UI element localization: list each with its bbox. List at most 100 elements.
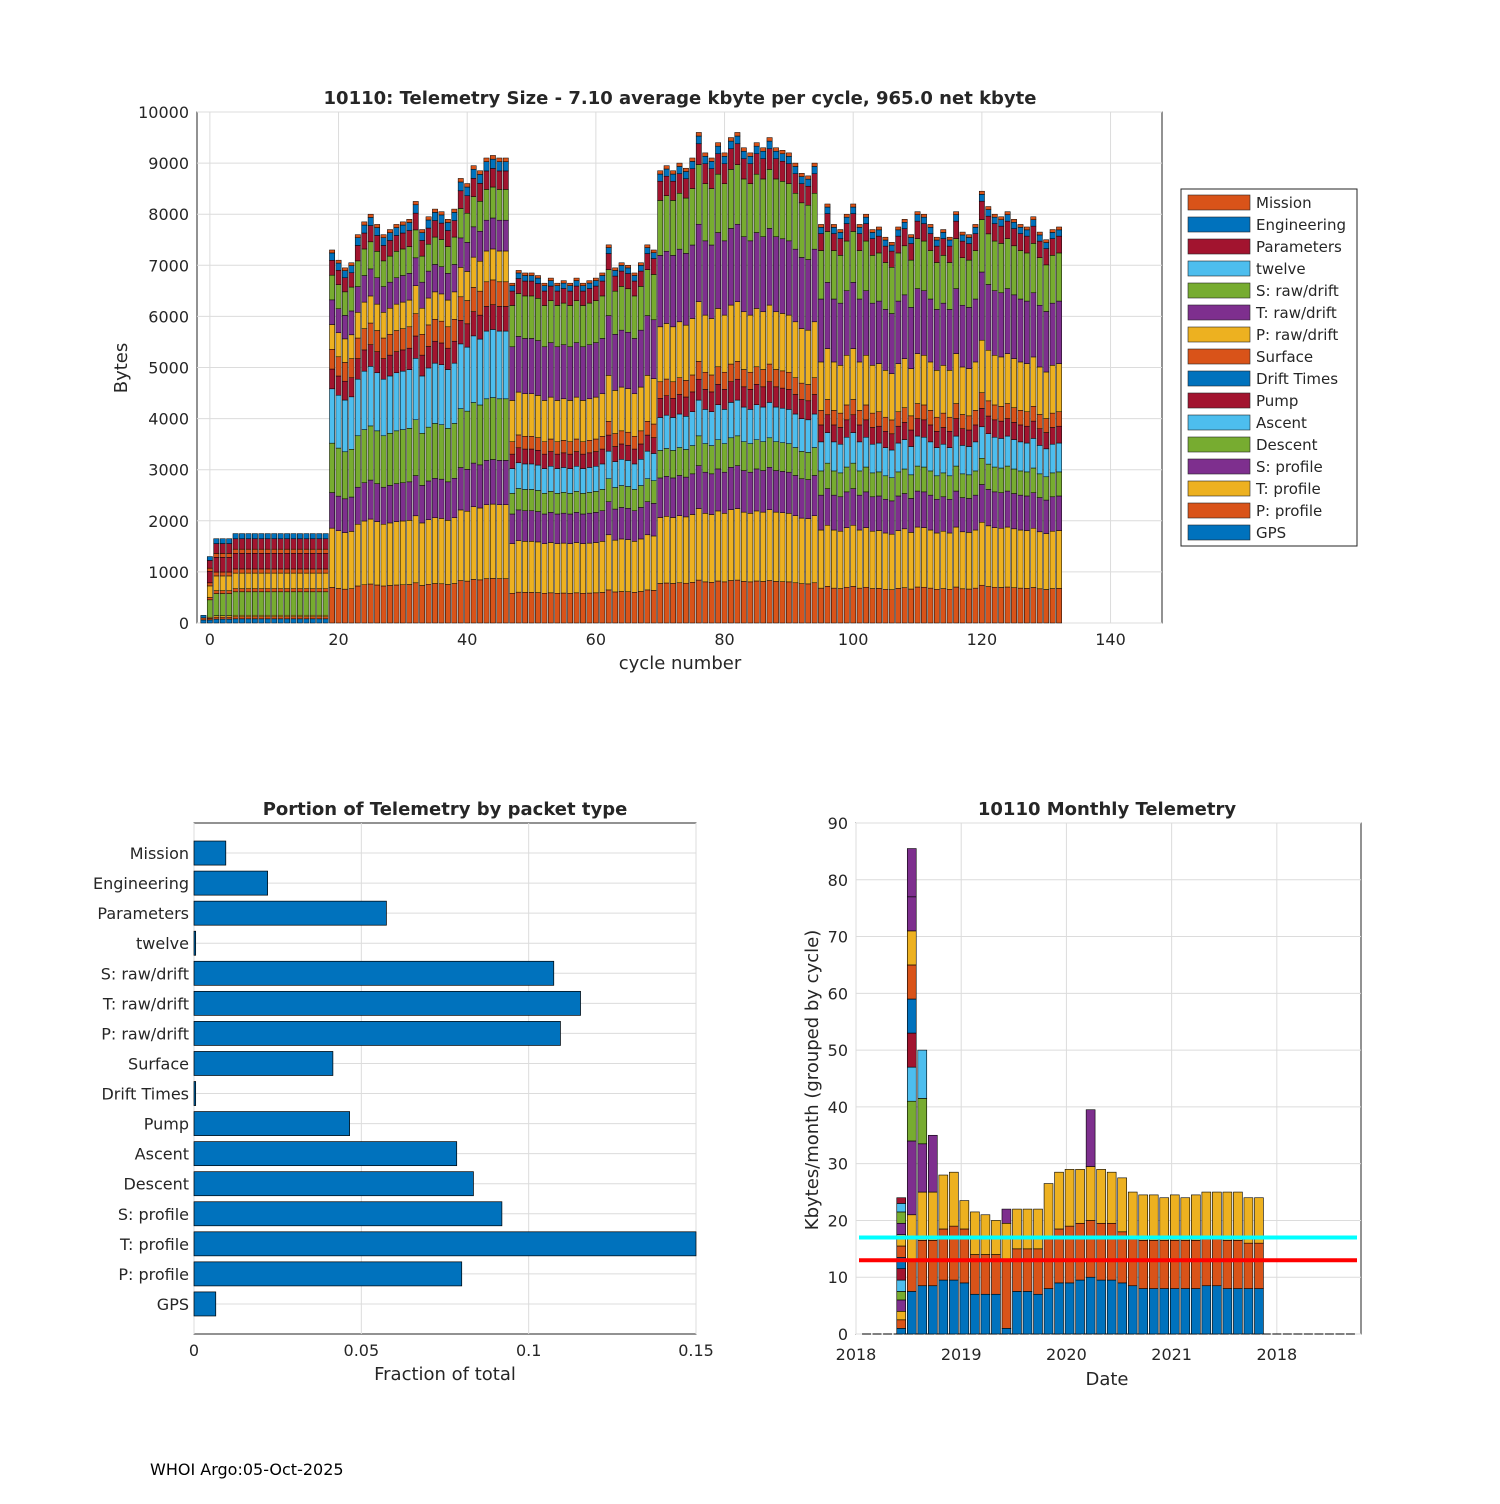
top-bar-segment	[888, 244, 895, 252]
top-bar-segment	[908, 259, 914, 308]
top-bar-segment	[412, 313, 419, 337]
top-bar-segment	[522, 393, 528, 437]
top-bar-segment	[560, 492, 567, 514]
top-bar-segment	[316, 591, 323, 616]
legend-label: Parameters	[1256, 238, 1342, 256]
top-bar-segment	[457, 178, 464, 183]
telemetry-size-xlabel: cycle number	[619, 653, 742, 674]
top-bar-segment	[766, 437, 773, 468]
top-bar-segment	[921, 213, 927, 218]
top-bar-segment	[676, 248, 683, 323]
top-bar-segment	[1024, 300, 1030, 364]
top-bar-segment	[856, 361, 863, 411]
top-bar-segment	[1036, 588, 1043, 624]
top-bar-segment	[689, 318, 696, 376]
br-bar-segment	[1043, 1288, 1054, 1335]
br-bar-segment	[1170, 1240, 1180, 1289]
br-ytick-label: 0	[838, 1325, 848, 1344]
top-bar-segment	[297, 588, 303, 593]
top-bar-segment	[535, 511, 541, 543]
top-bar-segment	[284, 533, 290, 540]
top-bar-segment	[316, 616, 323, 620]
top-bar-segment	[245, 538, 252, 550]
top-bar-segment	[702, 156, 709, 164]
top-bar-segment	[831, 529, 837, 589]
br-bar-segment	[1127, 1191, 1138, 1238]
top-bar-segment	[1056, 471, 1062, 497]
top-bar-segment	[354, 435, 361, 488]
top-bar-segment	[541, 441, 548, 455]
bl-category-label: S: raw/drift	[101, 964, 189, 983]
top-bar-segment	[702, 513, 709, 583]
top-bar-segment	[470, 256, 477, 288]
top-bar-segment	[1024, 235, 1030, 254]
top-bar-segment	[1011, 219, 1017, 223]
top-bar-segment	[554, 282, 561, 286]
br-bar-segment	[1159, 1197, 1170, 1241]
top-bar-segment	[451, 362, 458, 424]
top-bar-segment	[953, 465, 960, 492]
top-bar-segment	[406, 428, 413, 483]
top-bar-segment	[657, 180, 664, 201]
top-bar-segment	[940, 232, 947, 239]
top-bar-segment	[580, 543, 586, 594]
top-bar-segment	[322, 572, 329, 589]
top-bar-segment	[1011, 422, 1017, 440]
top-bar-segment	[933, 447, 940, 477]
top-bar-segment	[805, 518, 812, 585]
top-bar-segment	[348, 358, 355, 378]
top-bar-segment	[676, 394, 683, 415]
top-bar-segment	[805, 583, 812, 624]
top-bar-segment	[824, 399, 831, 416]
top-bar-segment	[399, 482, 406, 522]
br-bar-month	[980, 1214, 991, 1335]
top-bar-segment	[535, 298, 541, 341]
top-bar-segment	[966, 415, 972, 431]
top-bar-segment	[483, 398, 490, 461]
top-bar-segment	[850, 231, 857, 283]
top-bar-segment	[393, 584, 400, 624]
br-bar-segment	[1085, 1276, 1096, 1335]
top-bar-segment	[393, 351, 400, 374]
top-bar-segment	[1011, 587, 1017, 624]
top-bar-segment	[805, 185, 812, 206]
top-bar-segment	[483, 504, 490, 579]
top-bar-segment	[811, 377, 818, 395]
top-bar-segment	[972, 224, 979, 228]
top-bar-segment	[541, 305, 548, 348]
top-bar-segment	[245, 591, 252, 616]
top-bar-segment	[432, 208, 438, 213]
top-bar-segment	[348, 286, 355, 312]
br-bar-segment	[896, 1279, 907, 1292]
top-bar-segment	[535, 592, 541, 624]
top-bar-segment	[663, 323, 670, 380]
bl-bar	[193, 1291, 217, 1317]
top-bar-cycle-130	[1043, 239, 1050, 624]
monthly-xlabel: Date	[1085, 1369, 1128, 1390]
top-bar-cycle-45	[496, 157, 503, 624]
top-bar-segment	[342, 277, 348, 293]
top-bar-segment	[966, 237, 972, 244]
top-bar-segment	[528, 489, 535, 511]
top-bar-segment	[657, 326, 664, 383]
top-bar-segment	[1056, 411, 1062, 427]
top-bar-segment	[502, 504, 509, 579]
top-bar-segment	[702, 183, 709, 242]
top-bar-segment	[232, 591, 239, 616]
top-bar-segment	[213, 553, 220, 558]
br-bar-segment	[896, 1291, 907, 1301]
top-bar-cycle-73	[676, 162, 683, 624]
top-bar-cycle-74	[683, 167, 689, 624]
top-bar-segment	[573, 512, 580, 543]
top-bar-segment	[438, 211, 445, 216]
top-bar-segment	[522, 489, 528, 511]
top-ytick-label: 3000	[148, 461, 189, 480]
top-bar-segment	[766, 304, 773, 365]
top-bar-cycle-71	[663, 165, 670, 624]
br-bar-segment	[896, 1310, 907, 1321]
top-bar-segment	[946, 309, 953, 371]
top-bar-segment	[1036, 234, 1043, 242]
top-bar-segment	[612, 461, 619, 488]
top-bar-segment	[1004, 220, 1011, 239]
